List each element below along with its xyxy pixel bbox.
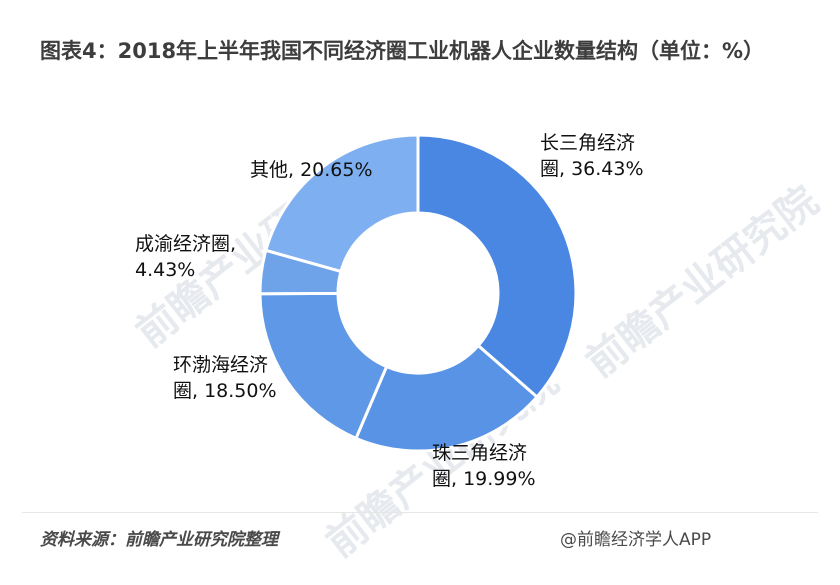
- label-chengyu-line2: 4.43%: [135, 259, 196, 281]
- label-yangtze: 长三角经济 圈, 36.43%: [540, 130, 644, 182]
- slice-yangtze: [416, 133, 578, 400]
- label-bohai: 环渤海经济 圈, 18.50%: [173, 352, 277, 404]
- label-yangtze-line1: 长三角经济: [540, 132, 636, 154]
- footer-credit: @前瞻经济学人APP: [560, 530, 712, 550]
- label-chengyu-line1: 成渝经济圈,: [135, 233, 237, 255]
- chart-title: 图表4：2018年上半年我国不同经济圈工业机器人企业数量结构（单位：%）: [40, 39, 765, 63]
- slice-bohai: [258, 291, 389, 441]
- label-pearl-line1: 珠三角经济: [432, 442, 528, 464]
- label-pearl: 珠三角经济 圈, 19.99%: [432, 440, 536, 492]
- label-other-line1: 其他, 20.65%: [250, 159, 373, 181]
- footer-divider: [22, 512, 818, 513]
- label-bohai-line1: 环渤海经济: [173, 354, 269, 376]
- label-yangtze-line2: 圈, 36.43%: [540, 158, 644, 180]
- donut-slices: [258, 133, 578, 453]
- label-other: 其他, 20.65%: [250, 157, 373, 183]
- label-pearl-line2: 圈, 19.99%: [432, 468, 536, 490]
- label-chengyu: 成渝经济圈, 4.43%: [135, 231, 236, 283]
- label-bohai-line2: 圈, 18.50%: [173, 380, 277, 402]
- slice-other: [264, 133, 420, 274]
- source-note: 资料来源：前瞻产业研究院整理: [40, 530, 278, 550]
- slice-pearl: [354, 343, 540, 453]
